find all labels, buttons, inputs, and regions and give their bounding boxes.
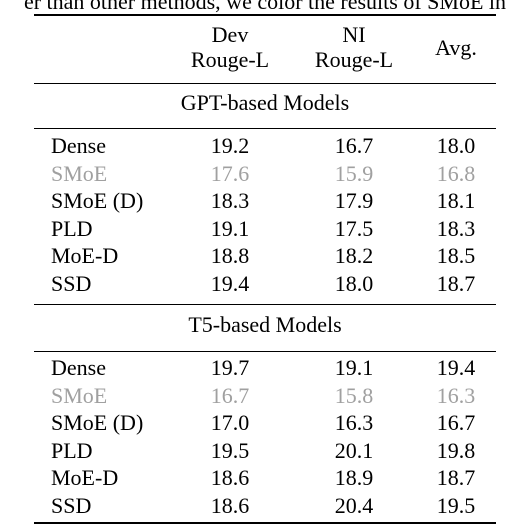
dev-rouge-cell: 17.6 — [210, 160, 250, 186]
ni-rouge-cell: 15.9 — [334, 160, 374, 186]
dev-rouge-cell: 16.7 — [210, 382, 250, 408]
ni-rouge-cell: 18.2 — [334, 243, 374, 269]
header-dev-line2: Rouge-L — [190, 47, 270, 72]
table-row: PLD 19.5 20.1 19.8 — [0, 437, 530, 467]
ni-rouge-cell: 18.9 — [334, 465, 374, 491]
section-rule — [34, 128, 496, 129]
model-name-cell: MoE-D — [51, 243, 119, 269]
table-row: Dense 19.7 19.1 19.4 — [0, 356, 530, 384]
ni-rouge-cell: 20.4 — [334, 493, 374, 518]
dev-rouge-cell: 18.8 — [210, 243, 250, 269]
avg-cell: 18.7 — [436, 465, 476, 491]
header-dev-line1: Dev — [211, 22, 249, 47]
header-rule — [34, 83, 496, 84]
header-avg: Avg. — [435, 35, 477, 60]
caption-fragment: er than other methods, we color the resu… — [23, 0, 507, 13]
header-ni-line1: NI — [342, 22, 366, 47]
model-name-cell: SMoE (D) — [51, 188, 144, 214]
avg-cell: 19.4 — [436, 355, 476, 380]
table-row: PLD 19.1 17.5 18.3 — [0, 215, 530, 245]
avg-cell: 18.7 — [436, 271, 476, 296]
avg-cell: 18.0 — [436, 133, 476, 158]
dev-rouge-cell: 17.0 — [210, 410, 250, 436]
table-row: SMoE (D) 17.0 16.3 16.7 — [0, 411, 530, 439]
section-divider-rule — [34, 304, 496, 305]
dev-rouge-cell: 19.4 — [210, 271, 250, 296]
ni-rouge-cell: 17.5 — [334, 215, 374, 241]
dev-rouge-cell: 19.5 — [210, 437, 250, 463]
table-row: MoE-D 18.8 18.2 18.5 — [0, 244, 530, 272]
ni-rouge-cell: 18.0 — [334, 271, 374, 296]
dev-rouge-cell: 19.1 — [210, 215, 250, 241]
bottom-rule — [34, 522, 496, 524]
model-name-cell: PLD — [51, 437, 93, 463]
model-name-cell: SMoE — [51, 382, 108, 408]
table-row: Dense 19.2 16.7 18.0 — [0, 134, 530, 162]
model-name-cell: PLD — [51, 215, 93, 241]
model-name-cell: SMoE — [51, 160, 108, 186]
model-name-cell: Dense — [51, 355, 106, 380]
ni-rouge-cell: 16.3 — [334, 410, 374, 436]
ni-rouge-cell: 20.1 — [334, 437, 374, 463]
model-name-cell: SMoE (D) — [51, 410, 144, 436]
model-name-cell: Dense — [51, 133, 106, 158]
avg-cell: 19.5 — [436, 493, 476, 518]
header-ni: NI Rouge-L — [314, 22, 394, 72]
table-row: SSD 18.6 20.4 19.5 — [0, 494, 530, 522]
header-ni-line2: Rouge-L — [314, 47, 394, 72]
dev-rouge-cell: 18.3 — [210, 188, 250, 214]
dev-rouge-cell: 18.6 — [210, 465, 250, 491]
section-title: T5-based Models — [188, 312, 342, 337]
avg-cell: 16.8 — [436, 160, 476, 186]
ni-rouge-cell: 16.7 — [334, 133, 374, 158]
avg-cell: 16.3 — [436, 382, 476, 408]
section-rule — [34, 351, 496, 352]
avg-cell: 19.8 — [436, 437, 476, 463]
model-name-cell: SSD — [51, 493, 92, 518]
ni-rouge-cell: 17.9 — [334, 188, 374, 214]
header-dev: Dev Rouge-L — [190, 22, 270, 72]
avg-cell: 18.5 — [436, 243, 476, 269]
ni-rouge-cell: 19.1 — [334, 355, 374, 380]
ni-rouge-cell: 15.8 — [334, 382, 374, 408]
model-name-cell: SSD — [51, 271, 92, 296]
avg-cell: 16.7 — [436, 410, 476, 436]
table-row: SMoE 16.7 15.8 16.3 — [0, 382, 530, 412]
dev-rouge-cell: 18.6 — [210, 493, 250, 518]
avg-cell: 18.3 — [436, 215, 476, 241]
table-row: SSD 19.4 18.0 18.7 — [0, 272, 530, 300]
table-row: SMoE 17.6 15.9 16.8 — [0, 160, 530, 190]
dev-rouge-cell: 19.2 — [210, 133, 250, 158]
model-name-cell: MoE-D — [51, 465, 119, 491]
table-row: MoE-D 18.6 18.9 18.7 — [0, 466, 530, 494]
dev-rouge-cell: 19.7 — [210, 355, 250, 380]
avg-cell: 18.1 — [436, 188, 476, 214]
section-title: GPT-based Models — [180, 90, 350, 115]
top-rule — [34, 14, 496, 16]
table-row: SMoE (D) 18.3 17.9 18.1 — [0, 189, 530, 217]
